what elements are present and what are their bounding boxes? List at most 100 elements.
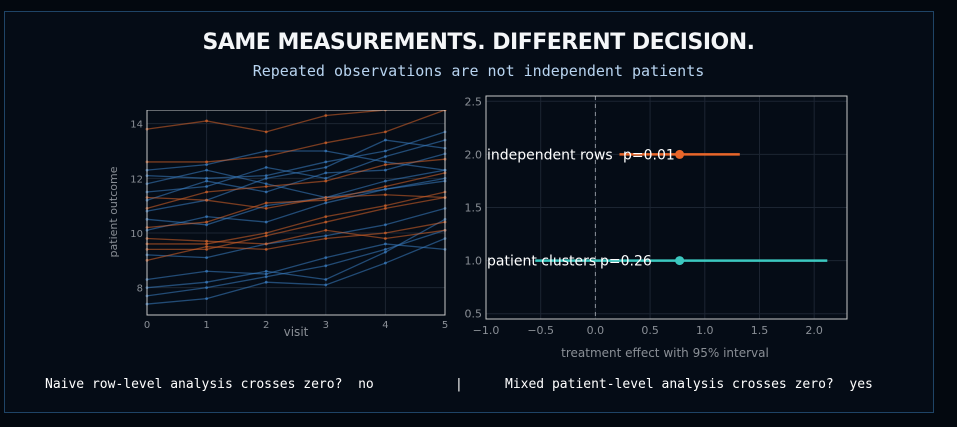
patient-point [264, 155, 268, 158]
patient-point [264, 269, 268, 273]
patient-point [205, 242, 208, 246]
patient-point [384, 138, 387, 142]
patient-point [324, 264, 328, 268]
right-y-tick-label: 2.0 [465, 148, 483, 161]
patient-point [324, 215, 328, 218]
right-plot-frame [485, 95, 848, 320]
patient-point [264, 149, 268, 153]
patient-point [205, 223, 208, 227]
right-x-axis-label: treatment effect with 95% interval [561, 346, 769, 360]
patient-point [324, 201, 328, 205]
patient-point [205, 239, 208, 243]
patient-point [324, 179, 328, 183]
patient-point [264, 166, 268, 169]
patient-line-orange [146, 110, 445, 133]
patient-point [324, 114, 328, 117]
left-y-tick-label: 12 [130, 174, 143, 185]
patient-point [384, 130, 387, 134]
patient-point [384, 160, 387, 164]
left-x-tick-label: 2 [263, 320, 269, 331]
patient-point [264, 220, 268, 224]
point-estimate-0 [675, 149, 685, 159]
right-x-tick-label: 1.0 [696, 324, 714, 337]
patient-line-blue [146, 237, 446, 305]
patient-point [264, 190, 268, 194]
left-x-tick-label: 0 [144, 320, 150, 331]
patient-line-orange [147, 191, 446, 245]
footer-right-text: Mixed patient-level analysis crosses zer… [505, 377, 873, 392]
patient-line-blue [146, 169, 446, 199]
right-intervals: independent rows patient clusters p=0.01 p=… [487, 147, 828, 270]
patient-point [205, 179, 208, 183]
right-x-tick-label: 1.5 [751, 324, 769, 337]
patient-point [264, 182, 268, 186]
patient-point [205, 160, 208, 164]
patient-point [264, 185, 268, 188]
patient-line-orange [146, 221, 446, 261]
page-subtitle: Repeated observations are not independen… [252, 62, 705, 80]
patient-point [264, 231, 268, 235]
patient-point [324, 198, 328, 202]
left-y-ticks: 8 10 12 14 [130, 120, 143, 295]
patient-point [324, 256, 328, 259]
interval-label-1: patient clusters [487, 254, 596, 270]
patient-point [264, 275, 268, 279]
patient-point [324, 220, 328, 224]
patient-point [205, 280, 208, 284]
left-y-tick-label: 8 [137, 284, 143, 295]
patient-point [205, 256, 208, 259]
patient-point [324, 283, 328, 287]
patient-point [205, 176, 208, 180]
patient-point [205, 215, 208, 218]
patient-line-orange [147, 110, 446, 163]
patient-point [264, 130, 268, 134]
patient-point [205, 198, 208, 202]
interval-label-0: independent rows [487, 147, 613, 163]
patient-point [205, 248, 208, 251]
patient-point [205, 297, 208, 300]
patient-line-blue [146, 131, 446, 179]
patient-point [205, 190, 208, 194]
footer-divider: | [455, 377, 463, 392]
patient-point [384, 248, 387, 251]
forest-chart: independent rows patient clusters p=0.01 p=… [465, 95, 848, 360]
footer-left-text: Naive row-level analysis crosses zero? n… [45, 377, 374, 392]
left-y-tick-label: 10 [130, 229, 143, 240]
patient-point [384, 204, 387, 208]
left-y-tick-label: 14 [130, 120, 143, 131]
patient-point [384, 149, 387, 153]
patient-point [384, 242, 387, 246]
right-x-tick-label: −1.0 [473, 324, 500, 337]
right-x-ticks: −1.0 −0.5 0.0 0.5 1.0 1.5 2.0 [473, 324, 823, 337]
patient-point [264, 234, 268, 238]
left-y-axis-label: patient outcome [107, 166, 120, 257]
patient-point [264, 207, 268, 210]
patient-point [324, 196, 328, 199]
patient-point [205, 269, 208, 273]
patient-point [205, 168, 208, 172]
patient-point [264, 272, 268, 276]
patient-line-orange [146, 229, 446, 245]
patient-point [205, 245, 208, 249]
patient-point [264, 242, 268, 246]
patient-point [384, 163, 387, 167]
p-value-label-0: p=0.01 [623, 147, 675, 163]
patient-point [384, 261, 387, 265]
patient-point [264, 280, 268, 284]
left-x-tick-label: 4 [382, 320, 388, 331]
right-y-tick-label: 2.5 [465, 95, 483, 108]
left-x-axis-label: visit [284, 325, 309, 339]
patient-line-blue [146, 150, 446, 171]
patient-point [324, 171, 328, 175]
patient-point [384, 185, 387, 188]
point-estimate-1 [675, 256, 685, 266]
p-value-label-1: p=0.26 [600, 254, 652, 270]
patient-point [384, 207, 387, 210]
right-x-tick-label: 2.0 [805, 324, 823, 337]
patient-point [324, 141, 328, 145]
patient-line-blue [146, 243, 446, 281]
patient-point [384, 179, 387, 183]
patient-line-blue [146, 207, 446, 259]
patient-point [324, 278, 328, 281]
